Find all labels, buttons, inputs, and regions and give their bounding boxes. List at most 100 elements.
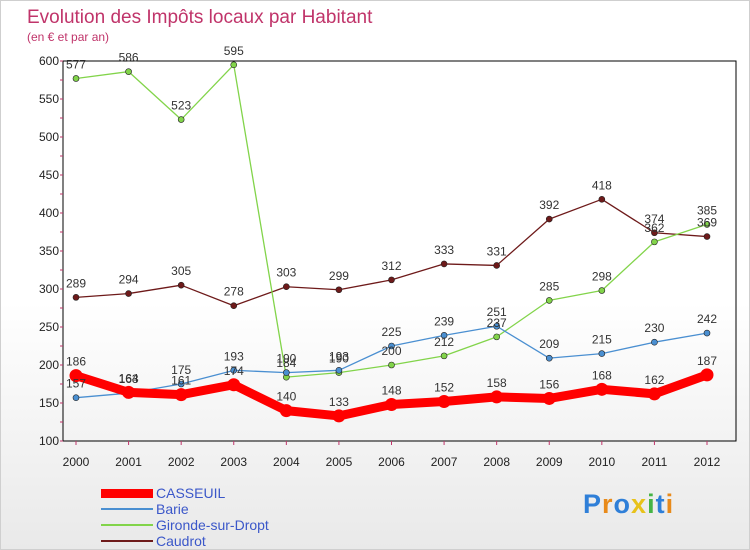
data-label-caudrot: 299 [329,269,349,283]
data-label-barie: 175 [171,363,191,377]
data-point-caudrot [177,281,185,289]
data-label-caudrot: 418 [592,178,612,192]
data-point-casseuil [385,398,398,412]
series-line-caudrot [75,198,708,307]
data-point-barie [230,367,238,374]
logo-letter: t [655,489,666,519]
data-label-gironde-sur-dropt: 577 [66,57,86,71]
x-tick-label: 2003 [220,455,247,469]
legend-label-barie: Barie [156,501,189,517]
y-tick-label: 150 [39,396,59,410]
data-label-barie: 251 [487,305,507,319]
data-label-gironde-sur-dropt: 184 [276,356,296,370]
y-tick-label: 550 [39,92,59,106]
data-label-barie: 215 [592,333,612,347]
data-point-barie [440,332,448,339]
data-point-casseuil [279,404,293,418]
logo-letter: r [602,489,614,519]
data-point-caudrot [703,233,711,240]
data-point-gironde-sur-dropt [230,61,238,69]
legend-item-caudrot: Caudrot [101,533,269,549]
data-label-barie: 190 [276,352,296,366]
data-label-casseuil: 164 [119,371,139,385]
data-label-gironde-sur-dropt: 285 [539,279,559,293]
legend-swatch-caudrot [101,540,153,542]
legend-label-caudrot: Caudrot [156,533,206,549]
data-label-gironde-sur-dropt: 362 [644,221,664,235]
x-tick-label: 2004 [273,455,300,469]
legend-swatch-barie [101,508,153,510]
data-label-barie: 225 [381,325,401,339]
y-tick-label: 350 [39,244,59,258]
data-label-gironde-sur-dropt: 190 [329,352,349,366]
data-label-gironde-sur-dropt: 385 [697,203,717,217]
data-point-barie [72,394,80,401]
data-point-casseuil [647,387,661,401]
data-label-caudrot: 331 [487,244,507,258]
data-point-gironde-sur-dropt [703,221,711,228]
data-point-gironde-sur-dropt [493,333,500,341]
legend-item-barie: Barie [101,501,269,517]
data-point-barie [388,342,395,350]
y-tick-label: 450 [39,168,59,182]
x-tick-label: 2010 [588,455,615,469]
y-tick-label: 500 [39,130,59,144]
data-point-gironde-sur-dropt [598,287,606,294]
proxiti-logo: Proxiti [583,489,674,520]
data-label-caudrot: 374 [644,212,664,226]
data-label-barie: 239 [434,314,454,328]
logo-letter: i [665,489,675,519]
y-tick-label: 250 [39,320,59,334]
data-point-barie [177,380,185,388]
data-point-caudrot [598,196,606,203]
logo-letter: P [583,489,603,519]
data-point-casseuil [174,388,188,402]
data-point-barie [651,338,658,346]
x-tick-label: 2001 [115,455,142,469]
data-label-casseuil: 168 [592,368,612,382]
x-tick-label: 2012 [694,455,721,469]
data-label-gironde-sur-dropt: 212 [434,335,454,349]
data-label-casseuil: 162 [644,373,664,387]
data-label-barie: 163 [119,372,139,386]
data-label-gironde-sur-dropt: 298 [592,270,612,284]
data-label-casseuil: 186 [66,355,86,369]
y-tick-label: 300 [39,282,59,296]
data-point-casseuil [227,378,241,392]
data-label-gironde-sur-dropt: 595 [224,44,244,58]
data-point-gironde-sur-dropt [388,361,395,369]
data-label-casseuil: 152 [434,380,454,394]
data-point-gironde-sur-dropt [651,238,658,246]
x-tick-label: 2000 [63,455,90,469]
data-point-casseuil [700,368,714,382]
x-tick-label: 2006 [378,455,405,469]
data-label-caudrot: 305 [171,264,191,278]
data-point-gironde-sur-dropt [177,116,185,123]
legend: CASSEUIL Barie Gironde-sur-Dropt Caudrot [101,485,269,549]
data-point-gironde-sur-dropt [125,68,132,75]
data-label-caudrot: 278 [224,285,244,299]
data-label-casseuil: 133 [329,395,349,409]
data-point-caudrot [388,276,395,284]
data-label-casseuil: 156 [539,377,559,391]
data-point-barie [545,354,553,362]
data-label-caudrot: 369 [697,216,717,230]
data-point-casseuil [542,391,556,405]
legend-swatch-casseuil [101,488,153,498]
data-point-gironde-sur-dropt [440,352,448,360]
data-label-caudrot: 333 [434,243,454,257]
data-point-casseuil [490,390,504,404]
data-point-barie [335,367,343,374]
data-point-casseuil [437,394,451,408]
legend-swatch-gironde-sur-dropt [101,524,153,526]
legend-label-casseuil: CASSEUIL [156,485,226,501]
data-point-gironde-sur-dropt [545,297,553,304]
data-point-barie [598,350,606,357]
data-label-caudrot: 392 [539,198,559,212]
data-label-casseuil: 187 [697,354,717,368]
data-point-casseuil [122,385,136,399]
x-tick-label: 2007 [431,455,458,469]
data-label-casseuil: 148 [381,384,401,398]
